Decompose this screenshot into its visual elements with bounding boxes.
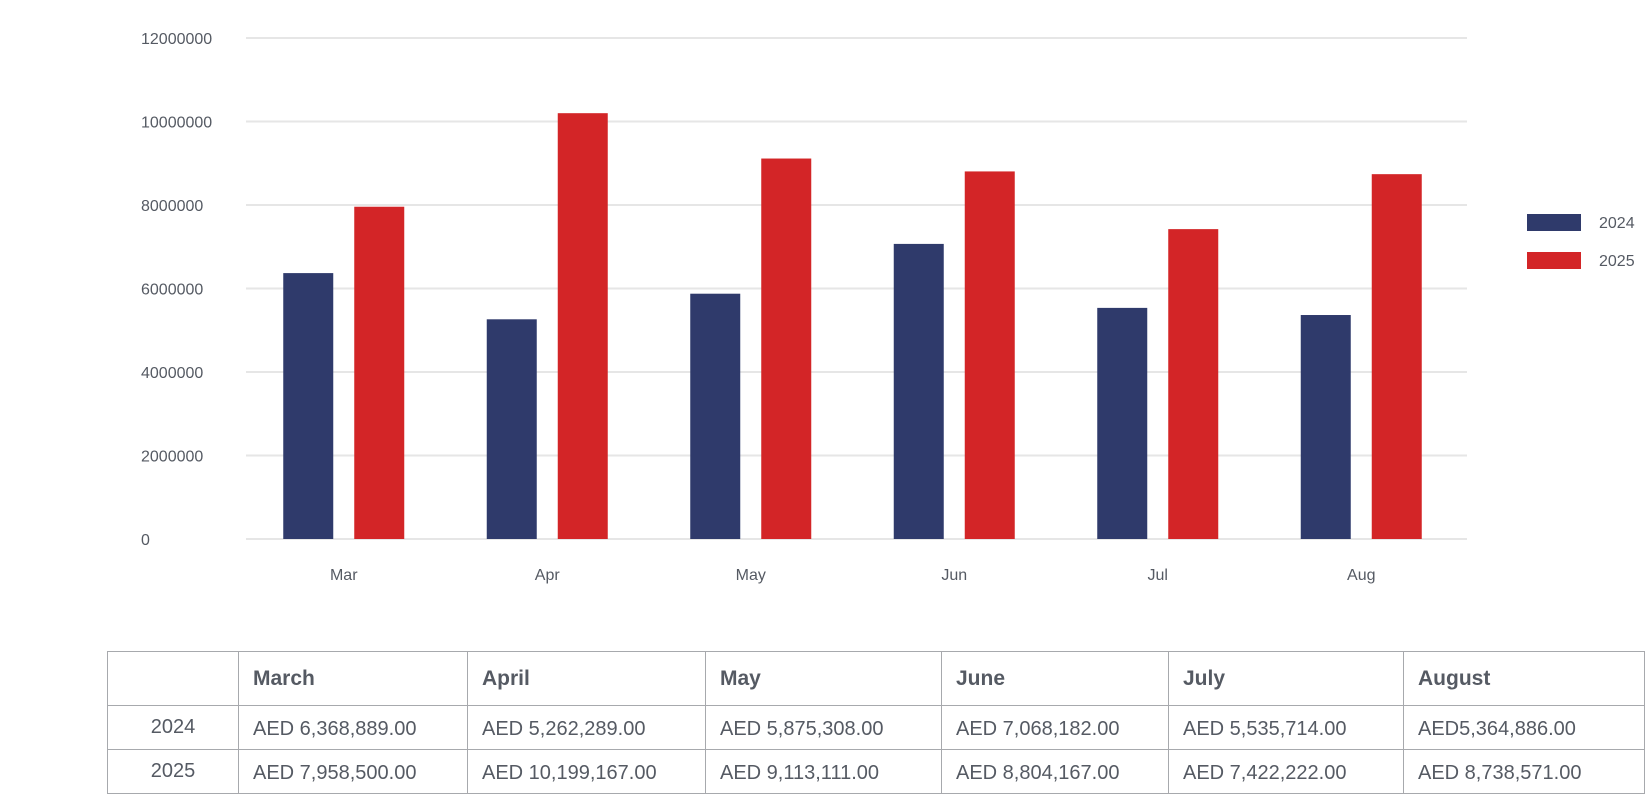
x-tick-label: Aug — [1347, 567, 1375, 584]
y-tick-label: 0 — [141, 532, 150, 549]
legend-swatch — [1527, 252, 1581, 269]
table-header-cell: June — [941, 651, 1169, 706]
legend-label: 2024 — [1599, 215, 1635, 232]
x-tick-label: Apr — [535, 567, 561, 584]
y-tick-label: 2000000 — [141, 449, 203, 466]
y-tick-label: 12000000 — [141, 31, 212, 48]
table-cell: AED 5,875,308.00 — [705, 705, 942, 750]
bar-2024-Aug — [1300, 315, 1351, 539]
bar-2025-Jun — [964, 171, 1015, 539]
y-tick-label: 8000000 — [141, 198, 203, 215]
table-corner-cell — [107, 651, 239, 706]
x-tick-label: May — [736, 567, 766, 584]
table-cell: AED5,364,886.00 — [1403, 705, 1645, 750]
y-tick-label: 6000000 — [141, 282, 203, 299]
table-cell: AED 5,535,714.00 — [1168, 705, 1404, 750]
bar-2025-Apr — [557, 113, 608, 539]
bar-2025-Aug — [1371, 174, 1422, 539]
x-tick-label: Jul — [1148, 567, 1168, 584]
table-header-cell: April — [467, 651, 706, 706]
bar-2025-Mar — [354, 206, 405, 540]
x-tick-label: Jun — [941, 567, 967, 584]
table-cell: AED 5,262,289.00 — [467, 705, 706, 750]
y-tick-label: 4000000 — [141, 365, 203, 382]
table-row-label: 2024 — [107, 705, 239, 750]
x-tick-label: Mar — [330, 567, 358, 584]
table-cell: AED 7,068,182.00 — [941, 705, 1169, 750]
bar-2024-Jul — [1097, 307, 1148, 539]
table-cell: AED 6,368,889.00 — [238, 705, 468, 750]
table-header-cell: May — [705, 651, 942, 706]
bar-2025-Jul — [1168, 229, 1219, 539]
bar-2024-May — [690, 293, 741, 539]
table-header-row: March April May June July August — [107, 651, 1645, 706]
table-row: 2024 AED 6,368,889.00 AED 5,262,289.00 A… — [107, 705, 1645, 750]
bar-chart: 0 2000000 4000000 6000000 8000000 10000000 120… — [141, 31, 1635, 584]
bar-2024-Apr — [486, 319, 537, 539]
table-header-cell: March — [238, 651, 468, 706]
data-table: March April May June July August 2024 AE… — [107, 651, 1645, 794]
legend-label: 2025 — [1599, 253, 1635, 270]
bar-2024-Mar — [283, 273, 334, 539]
bar-2025-May — [761, 158, 812, 539]
table-header-cell: July — [1168, 651, 1404, 706]
table-header-cell: August — [1403, 651, 1645, 706]
legend-swatch — [1527, 214, 1581, 231]
y-tick-label: 10000000 — [141, 115, 212, 132]
bar-2024-Jun — [893, 243, 944, 540]
